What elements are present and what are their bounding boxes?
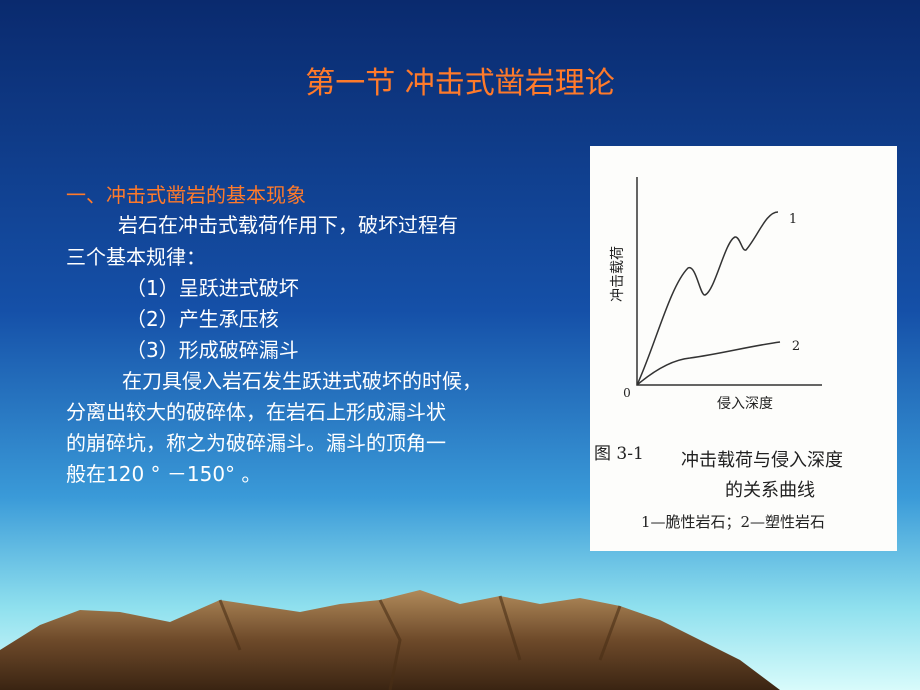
section-heading: 一、冲击式凿岩的基本现象: [66, 183, 306, 207]
mountains: [0, 590, 780, 690]
y-axis-label: 冲击载荷: [610, 246, 626, 302]
curve-label: 2: [792, 339, 800, 354]
figure-drawing: 冲击载荷 侵入深度 0 1 2 图 3-1 冲击载荷与侵入深度 的关系曲线 1—…: [594, 177, 843, 531]
text-line: 三个基本规律：: [66, 245, 206, 269]
text-line: （1）呈跃进式破坏: [126, 276, 299, 300]
figure: 冲击载荷 侵入深度 0 1 2 图 3-1 冲击载荷与侵入深度 的关系曲线 1—…: [590, 146, 897, 551]
caption-number: 图 3-1: [594, 444, 644, 464]
text-line: 般在120 ° －150° 。: [66, 462, 262, 486]
curve-2: [636, 341, 781, 386]
curve-label: 1: [789, 212, 797, 227]
x-axis-label: 侵入深度: [717, 395, 773, 412]
caption-line: 冲击载荷与侵入深度: [681, 450, 843, 471]
text-line: 在刀具侵入岩石发生跃进式破坏的时候，: [122, 369, 482, 393]
text-line: （3）形成破碎漏斗: [126, 338, 299, 362]
text-line: 岩石在冲击式载荷作用下，破坏过程有: [118, 213, 458, 237]
curve-1: [636, 211, 779, 386]
caption-line: 的关系曲线: [725, 480, 815, 501]
text-line: （2）产生承压核: [126, 307, 279, 331]
caption-legend: 1—脆性岩石；2—塑性岩石: [641, 513, 825, 531]
slide-title: 第一节 冲击式凿岩理论: [305, 66, 615, 101]
text-line: 的崩碎坑，称之为破碎漏斗。漏斗的顶角一: [66, 431, 446, 455]
origin-label: 0: [623, 386, 631, 400]
text-line: 分离出较大的破碎体，在岩石上形成漏斗状: [66, 400, 446, 424]
